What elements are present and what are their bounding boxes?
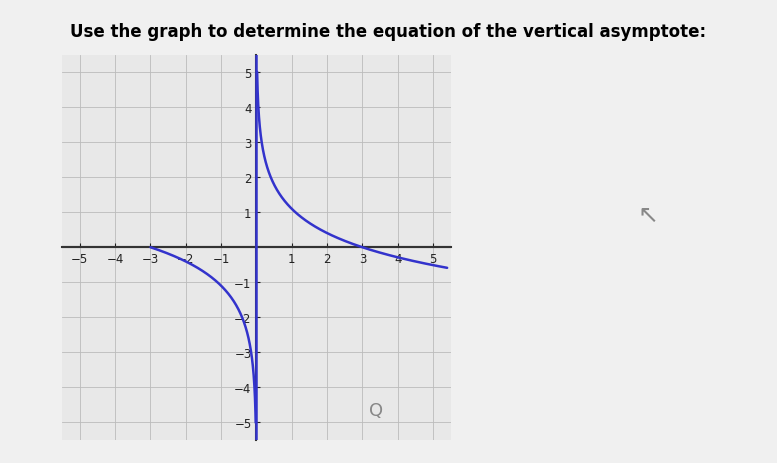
Text: ↖: ↖	[637, 203, 658, 227]
Text: Use the graph to determine the equation of the vertical asymptote:: Use the graph to determine the equation …	[71, 23, 706, 41]
Text: Q: Q	[369, 401, 384, 419]
